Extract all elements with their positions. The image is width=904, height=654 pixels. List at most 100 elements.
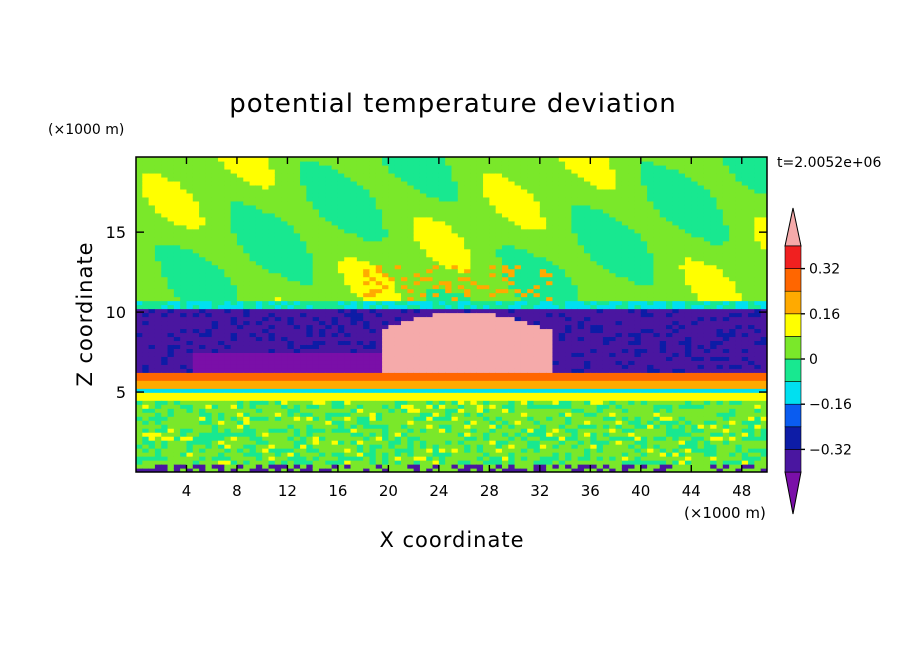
heatmap-cell <box>508 264 516 270</box>
heatmap-cell <box>211 348 219 353</box>
heatmap-cell <box>318 304 326 310</box>
heatmap-cell <box>331 272 339 278</box>
heatmap-cell <box>432 440 440 445</box>
heatmap-cell <box>211 252 219 258</box>
heatmap-cell <box>218 248 225 254</box>
heatmap-cell <box>451 296 459 302</box>
heatmap-cell <box>337 332 345 338</box>
heatmap-cell <box>186 244 194 250</box>
heatmap-cell <box>236 284 244 290</box>
heatmap-cell <box>394 360 402 365</box>
heatmap-cell <box>470 216 478 222</box>
heatmap-cell <box>407 316 415 322</box>
heatmap-cell <box>394 320 402 326</box>
heatmap-cell <box>142 444 150 449</box>
heatmap-cell <box>514 252 522 258</box>
heatmap-cell <box>274 304 282 310</box>
heatmap-cell <box>268 284 276 290</box>
heatmap-cell <box>508 208 516 214</box>
heatmap-cell <box>255 432 263 437</box>
heatmap-cell <box>457 220 465 226</box>
heatmap-cell <box>148 160 156 166</box>
heatmap-cell <box>180 444 188 449</box>
heatmap-cell <box>476 252 484 258</box>
heatmap-cell <box>312 440 320 445</box>
heatmap-cell <box>192 408 200 413</box>
heatmap-cell <box>363 364 371 369</box>
heatmap-cell <box>287 296 295 302</box>
heatmap-cell <box>432 448 440 453</box>
heatmap-cell <box>337 240 345 246</box>
heatmap-cell <box>331 400 339 405</box>
heatmap-cell <box>350 460 358 465</box>
heatmap-cell <box>262 316 270 322</box>
heatmap-cell <box>483 272 490 278</box>
heatmap-cell <box>394 232 402 238</box>
heatmap-cell <box>249 240 257 246</box>
heatmap-cell <box>331 288 339 294</box>
heatmap-cell <box>501 256 509 262</box>
heatmap-cell <box>413 384 421 389</box>
heatmap-cell <box>375 252 383 258</box>
heatmap-cell <box>464 240 472 246</box>
heatmap-cell <box>293 460 301 465</box>
heatmap-cell <box>249 284 257 290</box>
heatmap-cell <box>489 196 497 202</box>
heatmap-cell <box>527 368 535 373</box>
heatmap-cell <box>148 440 156 445</box>
heatmap-cell <box>268 464 276 469</box>
heatmap-cell <box>426 360 434 365</box>
heatmap-cell <box>464 448 472 453</box>
heatmap-cell <box>331 212 339 218</box>
heatmap-cell <box>249 392 257 397</box>
heatmap-cell <box>369 284 377 290</box>
heatmap-cell <box>136 260 143 266</box>
heatmap-cell <box>356 404 364 409</box>
heatmap-cell <box>211 312 219 318</box>
heatmap-cell <box>413 256 421 262</box>
heatmap-cell <box>161 444 169 449</box>
heatmap-cell <box>501 392 509 397</box>
heatmap-cell <box>514 428 522 433</box>
heatmap-cell <box>218 300 225 306</box>
heatmap-cell <box>293 416 301 421</box>
heatmap-cell <box>243 296 251 302</box>
heatmap-cell <box>205 272 213 278</box>
heatmap-cell <box>255 296 263 302</box>
heatmap-cell <box>268 384 276 389</box>
heatmap-cell <box>148 464 156 469</box>
heatmap-cell <box>489 408 497 413</box>
heatmap-cell <box>495 240 503 246</box>
heatmap-cell <box>136 160 143 166</box>
heatmap-cell <box>192 448 200 453</box>
heatmap-cell <box>136 268 143 274</box>
heatmap-cell <box>205 224 213 230</box>
heatmap-cell <box>243 360 251 365</box>
heatmap-cell <box>369 392 377 397</box>
heatmap-cell <box>318 157 326 162</box>
heatmap-cell <box>154 348 162 353</box>
heatmap-cell <box>325 168 333 174</box>
heatmap-cell <box>186 436 194 441</box>
heatmap-cell <box>350 404 358 409</box>
heatmap-cell <box>331 268 339 274</box>
heatmap-cell <box>527 388 535 393</box>
heatmap-cell <box>268 260 276 266</box>
heatmap-cell <box>520 352 528 357</box>
heatmap-cell <box>154 452 162 457</box>
heatmap-cell <box>186 428 194 433</box>
heatmap-cell <box>356 384 364 389</box>
heatmap-cell <box>281 220 289 226</box>
heatmap-cell <box>161 157 169 162</box>
heatmap-cell <box>363 180 371 186</box>
heatmap-cell <box>142 260 150 266</box>
heatmap-cell <box>148 320 156 326</box>
heatmap-cell <box>489 180 497 186</box>
heatmap-cell <box>401 444 408 449</box>
heatmap-cell <box>173 272 181 278</box>
heatmap-cell <box>495 296 503 302</box>
heatmap-cell <box>236 280 244 286</box>
heatmap-cell <box>394 428 402 433</box>
heatmap-cell <box>489 200 497 206</box>
heatmap-cell <box>413 200 421 206</box>
